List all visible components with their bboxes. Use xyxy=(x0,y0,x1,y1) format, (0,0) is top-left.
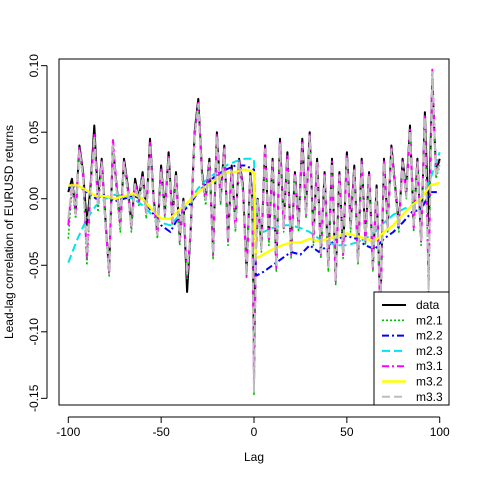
y-tick-label: 0.05 xyxy=(27,120,41,144)
legend-label: m3.1 xyxy=(416,359,443,373)
legend-label: m2.2 xyxy=(416,329,443,343)
y-tick-label: -0.15 xyxy=(27,384,41,412)
y-tick-label: -0.05 xyxy=(27,251,41,279)
series-line-m2-1 xyxy=(67,71,441,397)
y-tick-label: -0.10 xyxy=(27,318,41,346)
y-axis-label: Lead-lag correlation of EURUSD returns xyxy=(2,125,16,339)
x-axis: -100 -50 0 50 100 xyxy=(56,416,450,439)
series-layer xyxy=(67,68,441,397)
legend-label: m2.1 xyxy=(416,313,443,327)
legend-label: data xyxy=(416,298,440,312)
x-tick-label: -100 xyxy=(56,425,80,439)
x-tick-label: -50 xyxy=(152,425,170,439)
series-line-m2-2 xyxy=(68,164,440,277)
legend-label: m3.2 xyxy=(416,375,443,389)
y-tick-label: 0.10 xyxy=(27,54,41,78)
legend-box xyxy=(373,291,450,406)
x-tick-label: 100 xyxy=(430,425,450,439)
plot-frame xyxy=(58,58,450,406)
x-axis-label: Lag xyxy=(244,450,264,464)
series-line-m3-2 xyxy=(68,168,441,260)
legend-label: m3.3 xyxy=(416,390,443,404)
x-tick-label: 50 xyxy=(340,425,354,439)
x-tick-label: 0 xyxy=(251,425,258,439)
y-tick-label: 0.00 xyxy=(27,187,41,211)
y-axis: -0.15 -0.10 -0.05 0.00 0.05 0.10 xyxy=(27,54,48,412)
series-line-m3-3 xyxy=(67,71,441,393)
legend-label: m2.3 xyxy=(416,344,443,358)
